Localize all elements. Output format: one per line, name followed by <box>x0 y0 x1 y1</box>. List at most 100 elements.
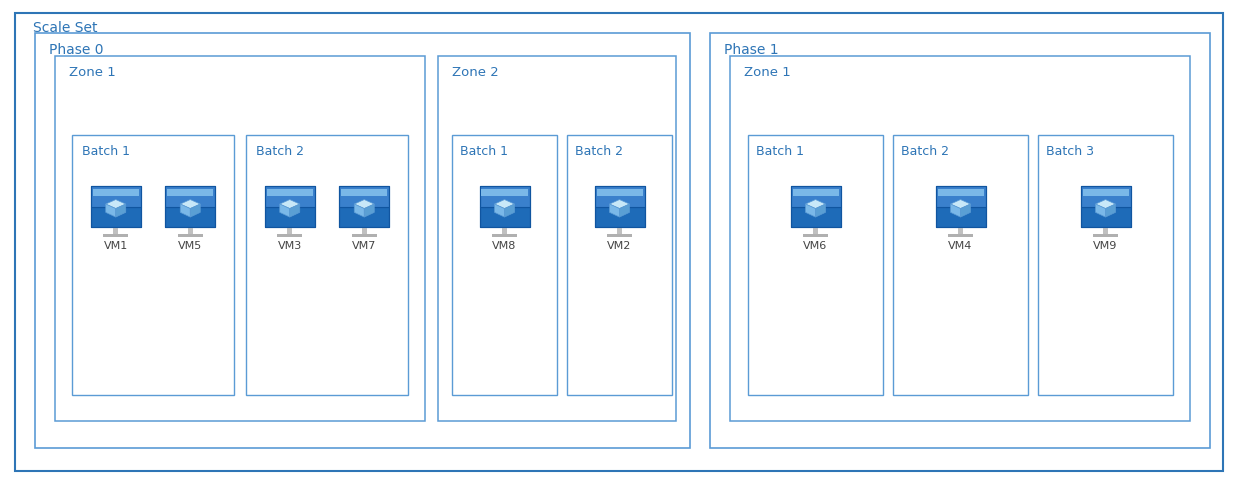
Polygon shape <box>816 204 826 217</box>
FancyBboxPatch shape <box>607 233 633 237</box>
FancyBboxPatch shape <box>594 207 645 227</box>
Text: Batch 1: Batch 1 <box>756 145 803 158</box>
Polygon shape <box>609 204 619 217</box>
FancyBboxPatch shape <box>491 233 517 237</box>
FancyBboxPatch shape <box>35 33 690 448</box>
Polygon shape <box>290 204 300 217</box>
Text: VM3: VM3 <box>277 241 302 251</box>
Text: Zone 1: Zone 1 <box>744 66 791 79</box>
Polygon shape <box>505 204 515 217</box>
Text: Batch 1: Batch 1 <box>82 145 130 158</box>
FancyBboxPatch shape <box>265 207 314 227</box>
FancyBboxPatch shape <box>90 207 141 227</box>
Text: VM9: VM9 <box>1093 241 1118 251</box>
Polygon shape <box>354 204 364 217</box>
FancyBboxPatch shape <box>15 13 1223 471</box>
Polygon shape <box>115 204 126 217</box>
FancyBboxPatch shape <box>167 189 213 196</box>
Text: Zone 2: Zone 2 <box>452 66 499 79</box>
FancyBboxPatch shape <box>893 135 1028 395</box>
Polygon shape <box>280 199 300 209</box>
FancyBboxPatch shape <box>188 227 193 233</box>
FancyBboxPatch shape <box>937 189 983 196</box>
Text: Batch 2: Batch 2 <box>574 145 623 158</box>
FancyBboxPatch shape <box>72 135 234 395</box>
FancyBboxPatch shape <box>936 207 985 227</box>
Text: VM8: VM8 <box>493 241 516 251</box>
FancyBboxPatch shape <box>958 227 963 233</box>
FancyBboxPatch shape <box>813 227 818 233</box>
FancyBboxPatch shape <box>113 227 119 233</box>
FancyBboxPatch shape <box>265 186 314 207</box>
FancyBboxPatch shape <box>791 186 841 207</box>
FancyBboxPatch shape <box>1081 207 1130 227</box>
FancyBboxPatch shape <box>711 33 1210 448</box>
FancyBboxPatch shape <box>246 135 409 395</box>
FancyBboxPatch shape <box>1093 233 1118 237</box>
Polygon shape <box>364 204 374 217</box>
FancyBboxPatch shape <box>342 189 387 196</box>
Polygon shape <box>609 199 629 209</box>
Polygon shape <box>619 204 629 217</box>
FancyBboxPatch shape <box>287 227 292 233</box>
FancyBboxPatch shape <box>803 233 828 237</box>
Polygon shape <box>951 204 961 217</box>
Text: Batch 1: Batch 1 <box>461 145 508 158</box>
FancyBboxPatch shape <box>792 189 838 196</box>
FancyBboxPatch shape <box>482 189 527 196</box>
FancyBboxPatch shape <box>165 207 215 227</box>
Text: VM2: VM2 <box>608 241 631 251</box>
FancyBboxPatch shape <box>339 186 389 207</box>
Text: Phase 1: Phase 1 <box>724 43 779 57</box>
Text: VM7: VM7 <box>352 241 376 251</box>
Polygon shape <box>806 199 826 209</box>
Text: VM5: VM5 <box>178 241 202 251</box>
Polygon shape <box>951 199 971 209</box>
FancyBboxPatch shape <box>501 227 508 233</box>
FancyBboxPatch shape <box>339 207 389 227</box>
FancyBboxPatch shape <box>266 189 313 196</box>
Text: Batch 2: Batch 2 <box>256 145 305 158</box>
Polygon shape <box>105 204 115 217</box>
Polygon shape <box>1096 199 1115 209</box>
FancyBboxPatch shape <box>594 186 645 207</box>
FancyBboxPatch shape <box>90 186 141 207</box>
Text: VM1: VM1 <box>104 241 128 251</box>
FancyBboxPatch shape <box>748 135 883 395</box>
FancyBboxPatch shape <box>1082 189 1129 196</box>
Polygon shape <box>181 199 201 209</box>
FancyBboxPatch shape <box>352 233 376 237</box>
FancyBboxPatch shape <box>948 233 973 237</box>
FancyBboxPatch shape <box>791 207 841 227</box>
Text: VM4: VM4 <box>948 241 973 251</box>
FancyBboxPatch shape <box>597 189 643 196</box>
FancyBboxPatch shape <box>277 233 302 237</box>
FancyBboxPatch shape <box>479 207 530 227</box>
Polygon shape <box>494 199 515 209</box>
FancyBboxPatch shape <box>361 227 366 233</box>
FancyBboxPatch shape <box>452 135 557 395</box>
Polygon shape <box>280 204 290 217</box>
Polygon shape <box>1096 204 1106 217</box>
Polygon shape <box>191 204 201 217</box>
FancyBboxPatch shape <box>178 233 203 237</box>
FancyBboxPatch shape <box>165 186 215 207</box>
FancyBboxPatch shape <box>1103 227 1108 233</box>
Polygon shape <box>961 204 971 217</box>
Polygon shape <box>354 199 374 209</box>
Text: Scale Set: Scale Set <box>33 21 98 35</box>
Text: Batch 3: Batch 3 <box>1046 145 1094 158</box>
Text: Batch 2: Batch 2 <box>901 145 950 158</box>
FancyBboxPatch shape <box>617 227 621 233</box>
FancyBboxPatch shape <box>54 56 425 421</box>
Polygon shape <box>494 204 505 217</box>
FancyBboxPatch shape <box>103 233 129 237</box>
FancyBboxPatch shape <box>438 56 676 421</box>
FancyBboxPatch shape <box>93 189 139 196</box>
Text: Zone 1: Zone 1 <box>69 66 115 79</box>
Polygon shape <box>1106 204 1115 217</box>
Polygon shape <box>806 204 816 217</box>
FancyBboxPatch shape <box>730 56 1190 421</box>
FancyBboxPatch shape <box>1037 135 1172 395</box>
FancyBboxPatch shape <box>567 135 672 395</box>
